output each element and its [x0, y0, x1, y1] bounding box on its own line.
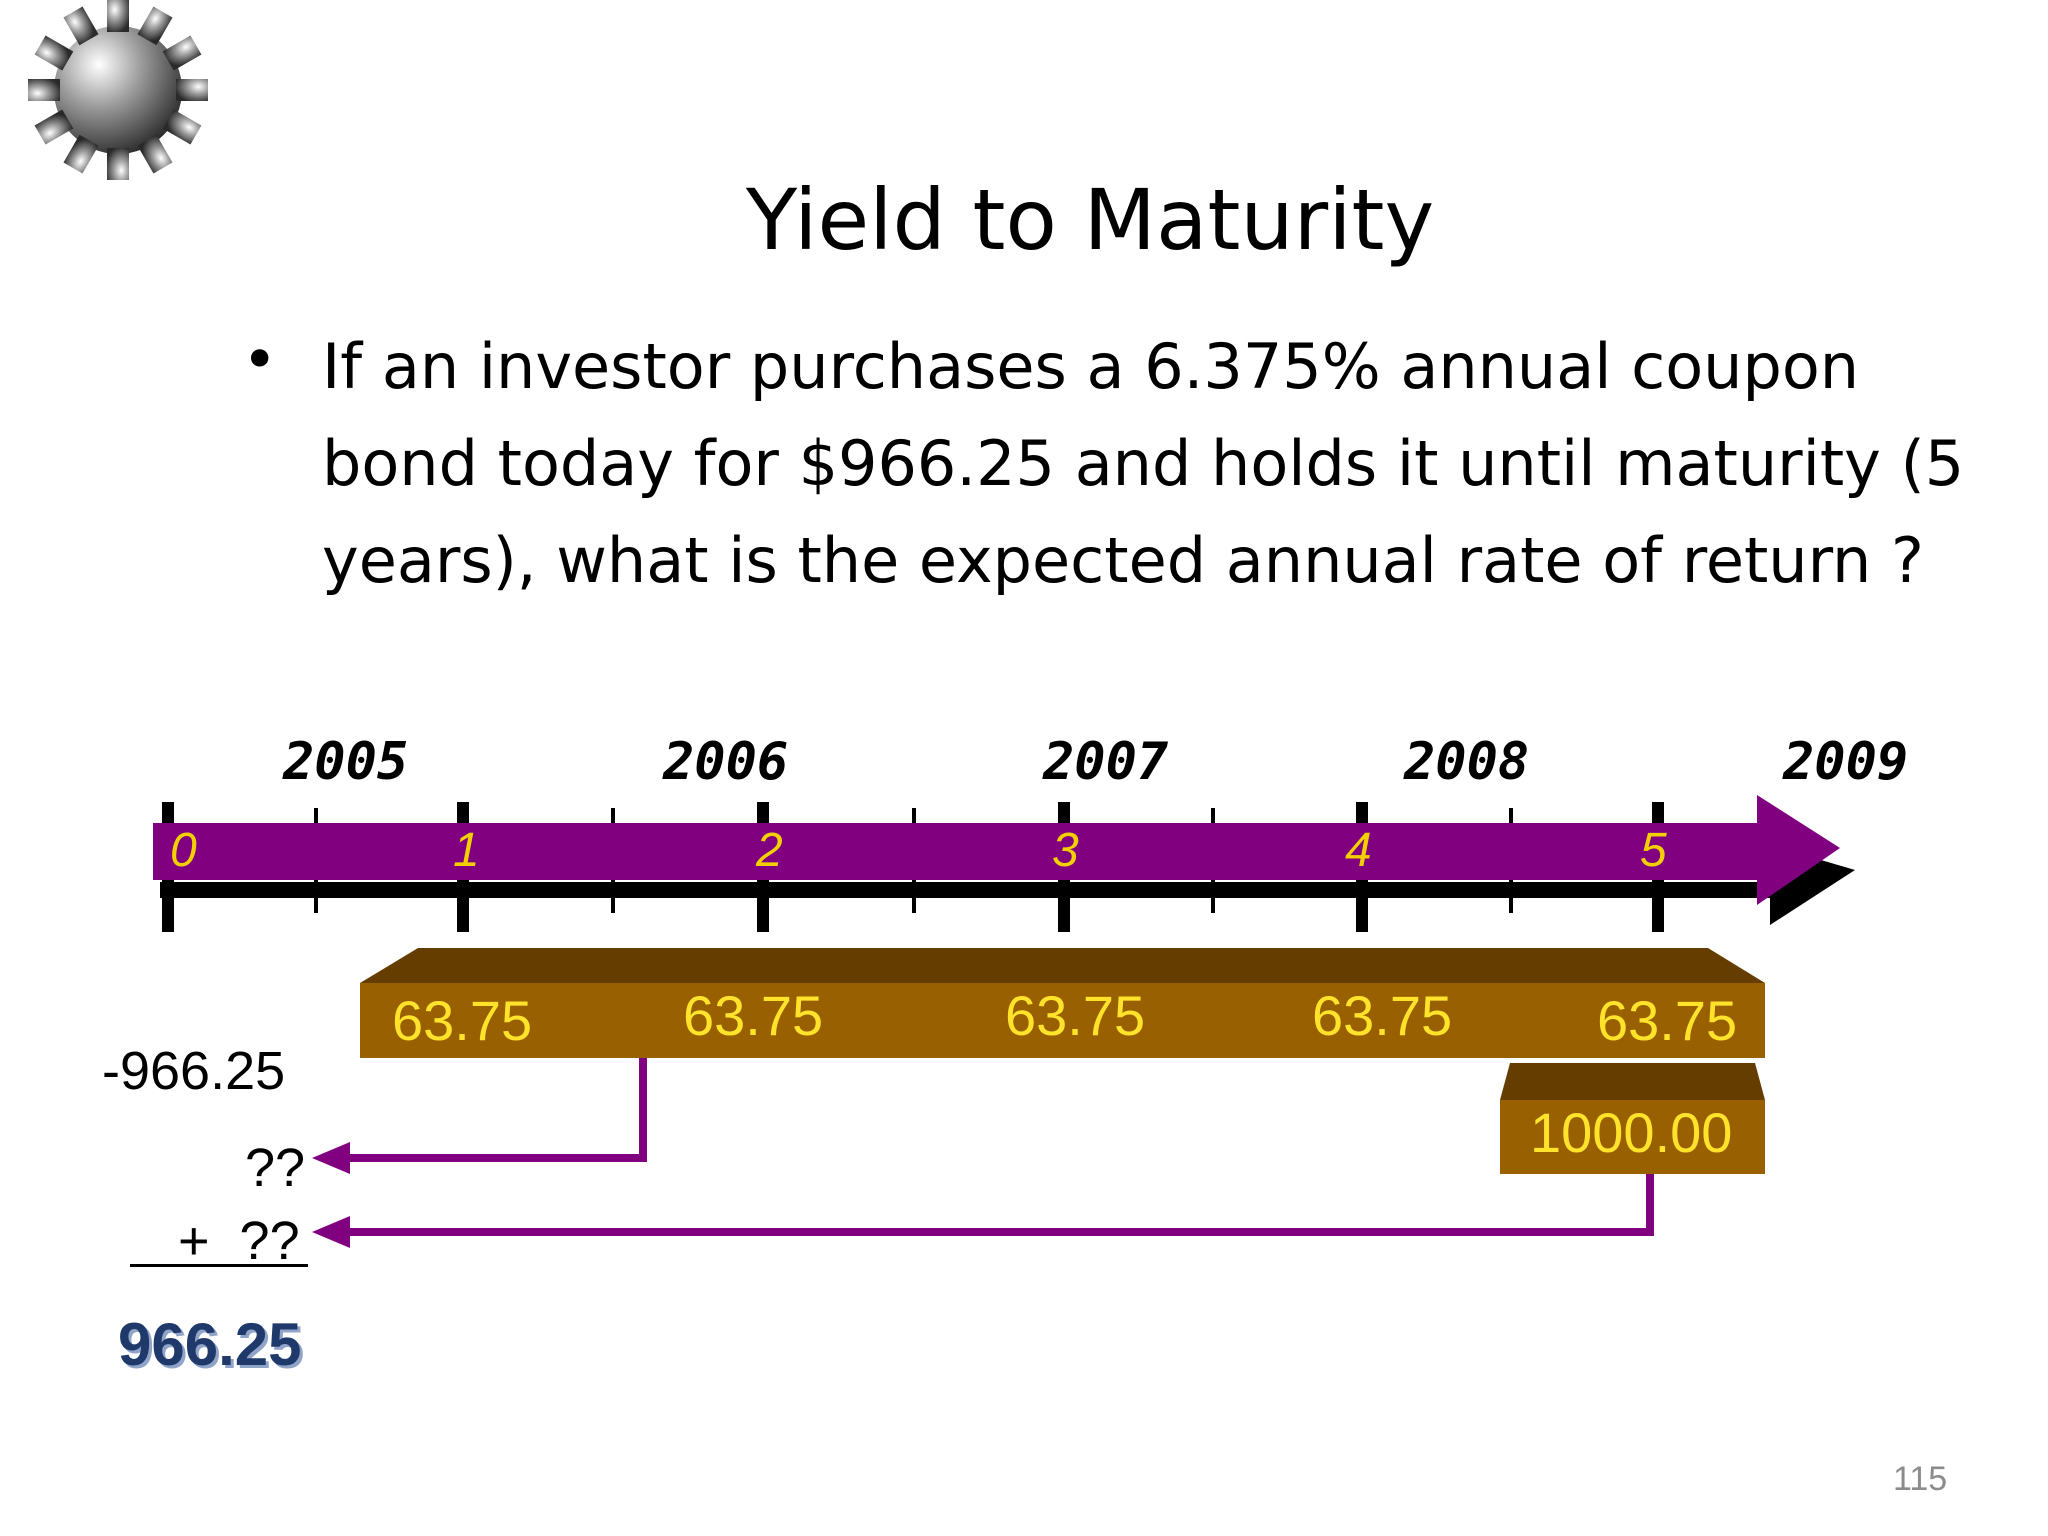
coupon-value: 63.75 — [683, 984, 824, 1047]
discount-arrowhead-1 — [312, 1142, 350, 1174]
year-label: 2006 — [663, 732, 789, 792]
coupon-box — [360, 983, 1765, 1058]
price-value: -966.25 — [102, 1041, 286, 1101]
coupon-value: 63.75 — [1312, 984, 1453, 1047]
coupon-box-top — [360, 948, 1765, 983]
unknown-pv-2: + ?? — [178, 1211, 300, 1271]
page-number: 115 — [1893, 1460, 1948, 1498]
gear-icon — [28, 0, 208, 180]
principal-box-top — [1500, 1063, 1765, 1100]
period-label: 0 — [170, 824, 197, 877]
bullet-icon: • — [242, 325, 278, 395]
discount-arrow-1 — [340, 1058, 647, 1162]
unknown-pv-1: ?? — [245, 1138, 306, 1198]
timeline-arrow — [153, 795, 1840, 905]
timeline-base-line — [160, 882, 1770, 898]
bullet-text: If an investor purchases a 6.375% annual… — [322, 330, 1965, 597]
principal-box-body — [1500, 1100, 1765, 1174]
period-label: 1 — [453, 824, 480, 877]
sum-divider — [130, 1264, 308, 1267]
discount-arrowhead-2 — [312, 1216, 350, 1248]
year-label: 2005 — [283, 732, 409, 792]
year-label: 2008 — [1404, 732, 1530, 792]
year-label: 2009 — [1783, 732, 1909, 792]
period-label: 2 — [756, 824, 783, 877]
year-label: 2007 — [1043, 732, 1169, 792]
coupon-value: 63.75 — [1005, 984, 1146, 1047]
coupon-value: 63.75 — [1597, 989, 1738, 1052]
principal-value: 1000.00 — [1530, 1101, 1733, 1164]
discount-arrow-2 — [340, 1174, 1654, 1236]
period-label: 5 — [1640, 824, 1667, 877]
period-label: 4 — [1345, 824, 1372, 877]
slide-title: Yield to Maturity — [745, 171, 1435, 269]
total-value: 966.25 — [118, 1311, 302, 1378]
coupon-value: 63.75 — [392, 989, 533, 1052]
period-label: 3 — [1052, 824, 1079, 877]
